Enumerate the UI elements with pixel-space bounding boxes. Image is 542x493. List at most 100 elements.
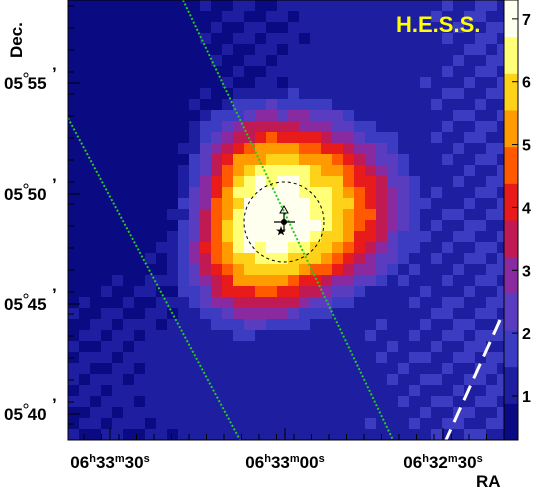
heatmap-cell — [354, 187, 366, 199]
heatmap-cell — [156, 99, 168, 111]
heatmap-cell — [233, 396, 245, 408]
heatmap-cell — [178, 187, 190, 199]
heatmap-cell — [310, 220, 322, 232]
heatmap-cell — [79, 99, 91, 111]
heatmap-cell — [321, 352, 333, 364]
heatmap-cell — [299, 11, 311, 23]
heatmap-cell — [409, 99, 421, 111]
heatmap-cell — [354, 396, 366, 408]
heatmap-cell — [453, 253, 465, 265]
heatmap-cell — [211, 176, 223, 188]
heatmap-cell — [409, 297, 421, 309]
arcmin-symbol: ’ — [52, 285, 57, 304]
heatmap-cell — [288, 33, 300, 45]
heatmap-cell — [288, 88, 300, 100]
heatmap-cell — [123, 66, 135, 78]
heatmap-cell — [112, 110, 124, 122]
heatmap-cell — [68, 121, 80, 133]
heatmap-cell — [90, 11, 102, 23]
heatmap-cell — [409, 132, 421, 144]
heatmap-cell — [156, 198, 168, 210]
heatmap-cell — [79, 407, 91, 419]
heatmap-cell — [145, 253, 157, 265]
heatmap-cell — [79, 44, 91, 56]
heatmap-cell — [409, 121, 421, 133]
heatmap-cell — [365, 165, 377, 177]
heatmap-cell — [244, 308, 256, 320]
heatmap-cell — [398, 11, 410, 23]
heatmap-cell — [288, 165, 300, 177]
heatmap-cell — [453, 341, 465, 353]
heatmap-cell — [321, 253, 333, 265]
heatmap-cell — [365, 209, 377, 221]
heatmap-cell — [310, 374, 322, 386]
y-tick-label: 05 50 — [4, 185, 47, 204]
heatmap-cell — [442, 132, 454, 144]
heatmap-cell — [354, 0, 366, 12]
heatmap-cell — [156, 396, 168, 408]
heatmap-cell — [486, 275, 498, 287]
heatmap-cell — [123, 55, 135, 67]
heatmap-cell — [134, 308, 146, 320]
heatmap-cell — [145, 275, 157, 287]
heatmap-cell — [288, 352, 300, 364]
heatmap-cell — [112, 385, 124, 397]
heatmap-cell — [123, 0, 135, 12]
heatmap-cell — [288, 220, 300, 232]
heatmap-cell — [398, 0, 410, 12]
heatmap-cell — [486, 396, 498, 408]
heatmap-cell — [475, 286, 487, 298]
heatmap-cell — [409, 176, 421, 188]
heatmap-cell — [233, 220, 245, 232]
heatmap-cell — [167, 330, 179, 342]
heatmap-cell — [332, 11, 344, 23]
heatmap-cell — [277, 429, 289, 440]
colorbar-segment — [504, 366, 518, 404]
heatmap-cell — [486, 220, 498, 232]
heatmap-cell — [409, 264, 421, 276]
heatmap-cell — [244, 121, 256, 133]
heatmap-cell — [123, 396, 135, 408]
heatmap-cell — [167, 253, 179, 265]
heatmap-cell — [310, 341, 322, 353]
heatmap-cell — [90, 429, 102, 440]
heatmap-cell — [222, 429, 234, 440]
heatmap-cell — [387, 11, 399, 23]
heatmap-cell — [189, 385, 201, 397]
heatmap-cell — [189, 132, 201, 144]
heatmap-cell — [255, 22, 267, 34]
heatmap-cell — [145, 99, 157, 111]
heatmap-cell — [156, 363, 168, 375]
heatmap-cell — [354, 33, 366, 45]
heatmap-cell — [156, 22, 168, 34]
heatmap-cell — [475, 77, 487, 89]
heatmap-cell — [178, 165, 190, 177]
heatmap-cell — [409, 55, 421, 67]
heatmap-cell — [354, 121, 366, 133]
heatmap-cell — [189, 308, 201, 320]
heatmap-cell — [442, 0, 454, 12]
heatmap-cell — [211, 341, 223, 353]
heatmap-cell — [101, 44, 113, 56]
heatmap-cell — [409, 308, 421, 320]
heatmap-cell — [145, 396, 157, 408]
heatmap-cell — [222, 66, 234, 78]
heatmap-cell — [90, 286, 102, 298]
heatmap-cell — [321, 374, 333, 386]
heatmap-cell — [420, 231, 432, 243]
heatmap-cell — [112, 77, 124, 89]
heatmap-cell — [189, 220, 201, 232]
heatmap-cell — [387, 209, 399, 221]
heatmap-cell — [167, 22, 179, 34]
heatmap-cell — [134, 77, 146, 89]
heatmap-cell — [222, 22, 234, 34]
heatmap-cell — [387, 187, 399, 199]
heatmap-cell — [387, 385, 399, 397]
heatmap-cell — [200, 297, 212, 309]
heatmap-cell — [464, 0, 476, 12]
heatmap-cell — [354, 407, 366, 419]
colorbar-segment — [504, 73, 518, 111]
colorbar-segment — [504, 110, 518, 148]
heatmap-cell — [255, 286, 267, 298]
heatmap-cell — [431, 176, 443, 188]
